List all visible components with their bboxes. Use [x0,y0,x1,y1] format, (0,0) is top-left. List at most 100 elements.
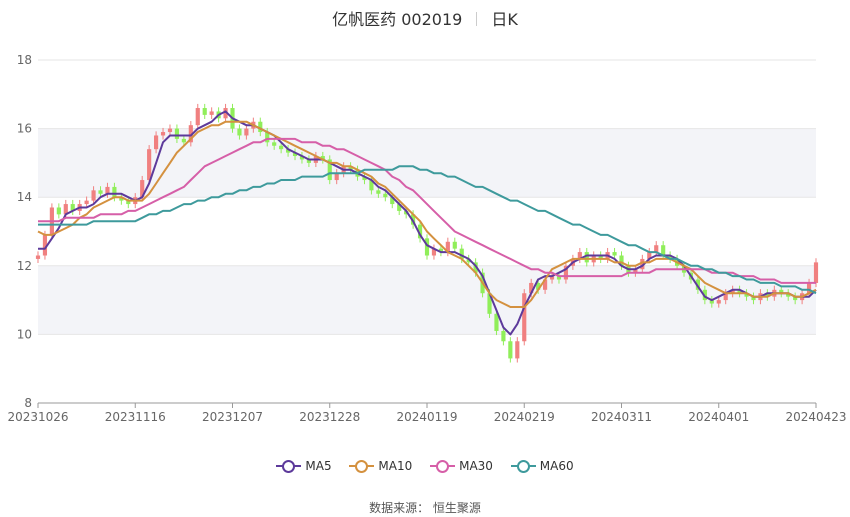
x-tick-label: 20240219 [494,410,555,424]
candle-body [543,279,548,290]
candle-body [397,204,402,211]
candle-body [327,159,332,181]
candle-body [515,341,520,359]
candle-body [459,248,464,259]
candle-body [320,156,325,160]
candle-body [640,258,645,270]
x-tick-label: 20231026 [7,410,68,424]
candle-body [244,128,249,136]
candle-body [84,200,89,205]
candle-body [556,276,562,280]
x-tick-label: 20231228 [299,410,360,424]
candle-body [369,180,374,191]
candle-body [522,293,527,342]
candle-body [806,282,812,294]
legend-item-ma5[interactable]: MA5 [276,459,332,473]
candle-body [348,166,353,170]
grid-band [38,128,816,198]
candle-body [167,128,173,133]
stock-name: 亿帆医药 002019 [332,10,463,29]
x-tick-label: 20240119 [396,410,457,424]
candle-body [612,252,617,256]
candle-body [494,313,499,331]
candle-body [98,190,103,194]
candle-body [563,265,569,280]
ma10-line [37,120,817,308]
legend-item-ma30[interactable]: MA30 [430,459,493,473]
candle-body [584,252,589,263]
title-separator [476,12,478,26]
candle-body [119,197,124,201]
data-source: 数据来源： 恒生聚源 [369,501,481,515]
candle-body [529,282,534,294]
candle-body [779,289,784,294]
candle-body [70,204,75,211]
candle-body [237,128,242,136]
candle-body [744,293,749,297]
period-label: 日K [491,10,518,29]
candle-body [105,186,110,194]
ma60-line [38,165,817,295]
candle-body [265,132,270,143]
candle-body [202,108,207,115]
y-tick-label: 10 [17,327,32,341]
candle-body [786,293,791,297]
candle-body [536,282,541,290]
candle-body [633,269,638,273]
candle-body [35,255,41,259]
candle-body [438,248,443,253]
candle-body [42,234,48,256]
candle-body [279,145,284,150]
legend-item-ma10[interactable]: MA10 [349,459,412,473]
candle-body [334,173,339,181]
candle-body [181,138,186,143]
candle-body [452,241,457,249]
candle-body [223,108,228,119]
candle-body [209,111,214,115]
candle-body [160,132,166,136]
legend: MA5 MA10 MA30 MA60 [0,459,850,476]
candle-body [716,300,721,304]
legend-item-ma60[interactable]: MA60 [510,459,574,473]
candle-body [661,245,666,256]
x-tick-label: 20231116 [105,410,166,424]
candle-body [647,252,652,259]
candle-body [174,128,180,139]
candle-body [730,289,735,294]
candle-body [813,262,819,283]
y-tick-label: 18 [17,53,32,67]
candle-body [272,142,277,146]
grid-band [38,265,816,335]
candle-body [508,341,513,359]
candle-body [793,296,798,301]
candle-body [383,193,388,198]
legend-label-ma30: MA30 [459,459,493,473]
ma30-line [38,137,816,284]
candle-body [147,149,152,181]
chart-title: 亿帆医药 002019 日K [0,6,850,30]
candle-body [390,197,395,205]
candle-body [709,300,714,304]
candle-body [668,255,673,259]
candle-body [140,180,145,198]
candle-body [737,289,742,294]
candle-body [501,330,506,342]
candle-body [765,293,770,297]
candle-body [487,293,492,314]
ma60-legend-icon [510,459,536,473]
candle-body [424,238,430,256]
x-tick-label: 20240423 [785,410,846,424]
y-tick-label: 8 [24,396,32,410]
y-tick-label: 12 [17,259,32,273]
candle-body [598,255,603,259]
candle-body [723,293,728,301]
x-tick-label: 20240311 [591,410,652,424]
candle-body [619,255,624,266]
ma5-legend-icon [276,459,302,473]
candle-body [362,176,367,181]
candle-body [154,135,159,150]
candle-body [466,258,471,263]
candle-body [126,200,131,205]
candle-body [417,224,423,239]
